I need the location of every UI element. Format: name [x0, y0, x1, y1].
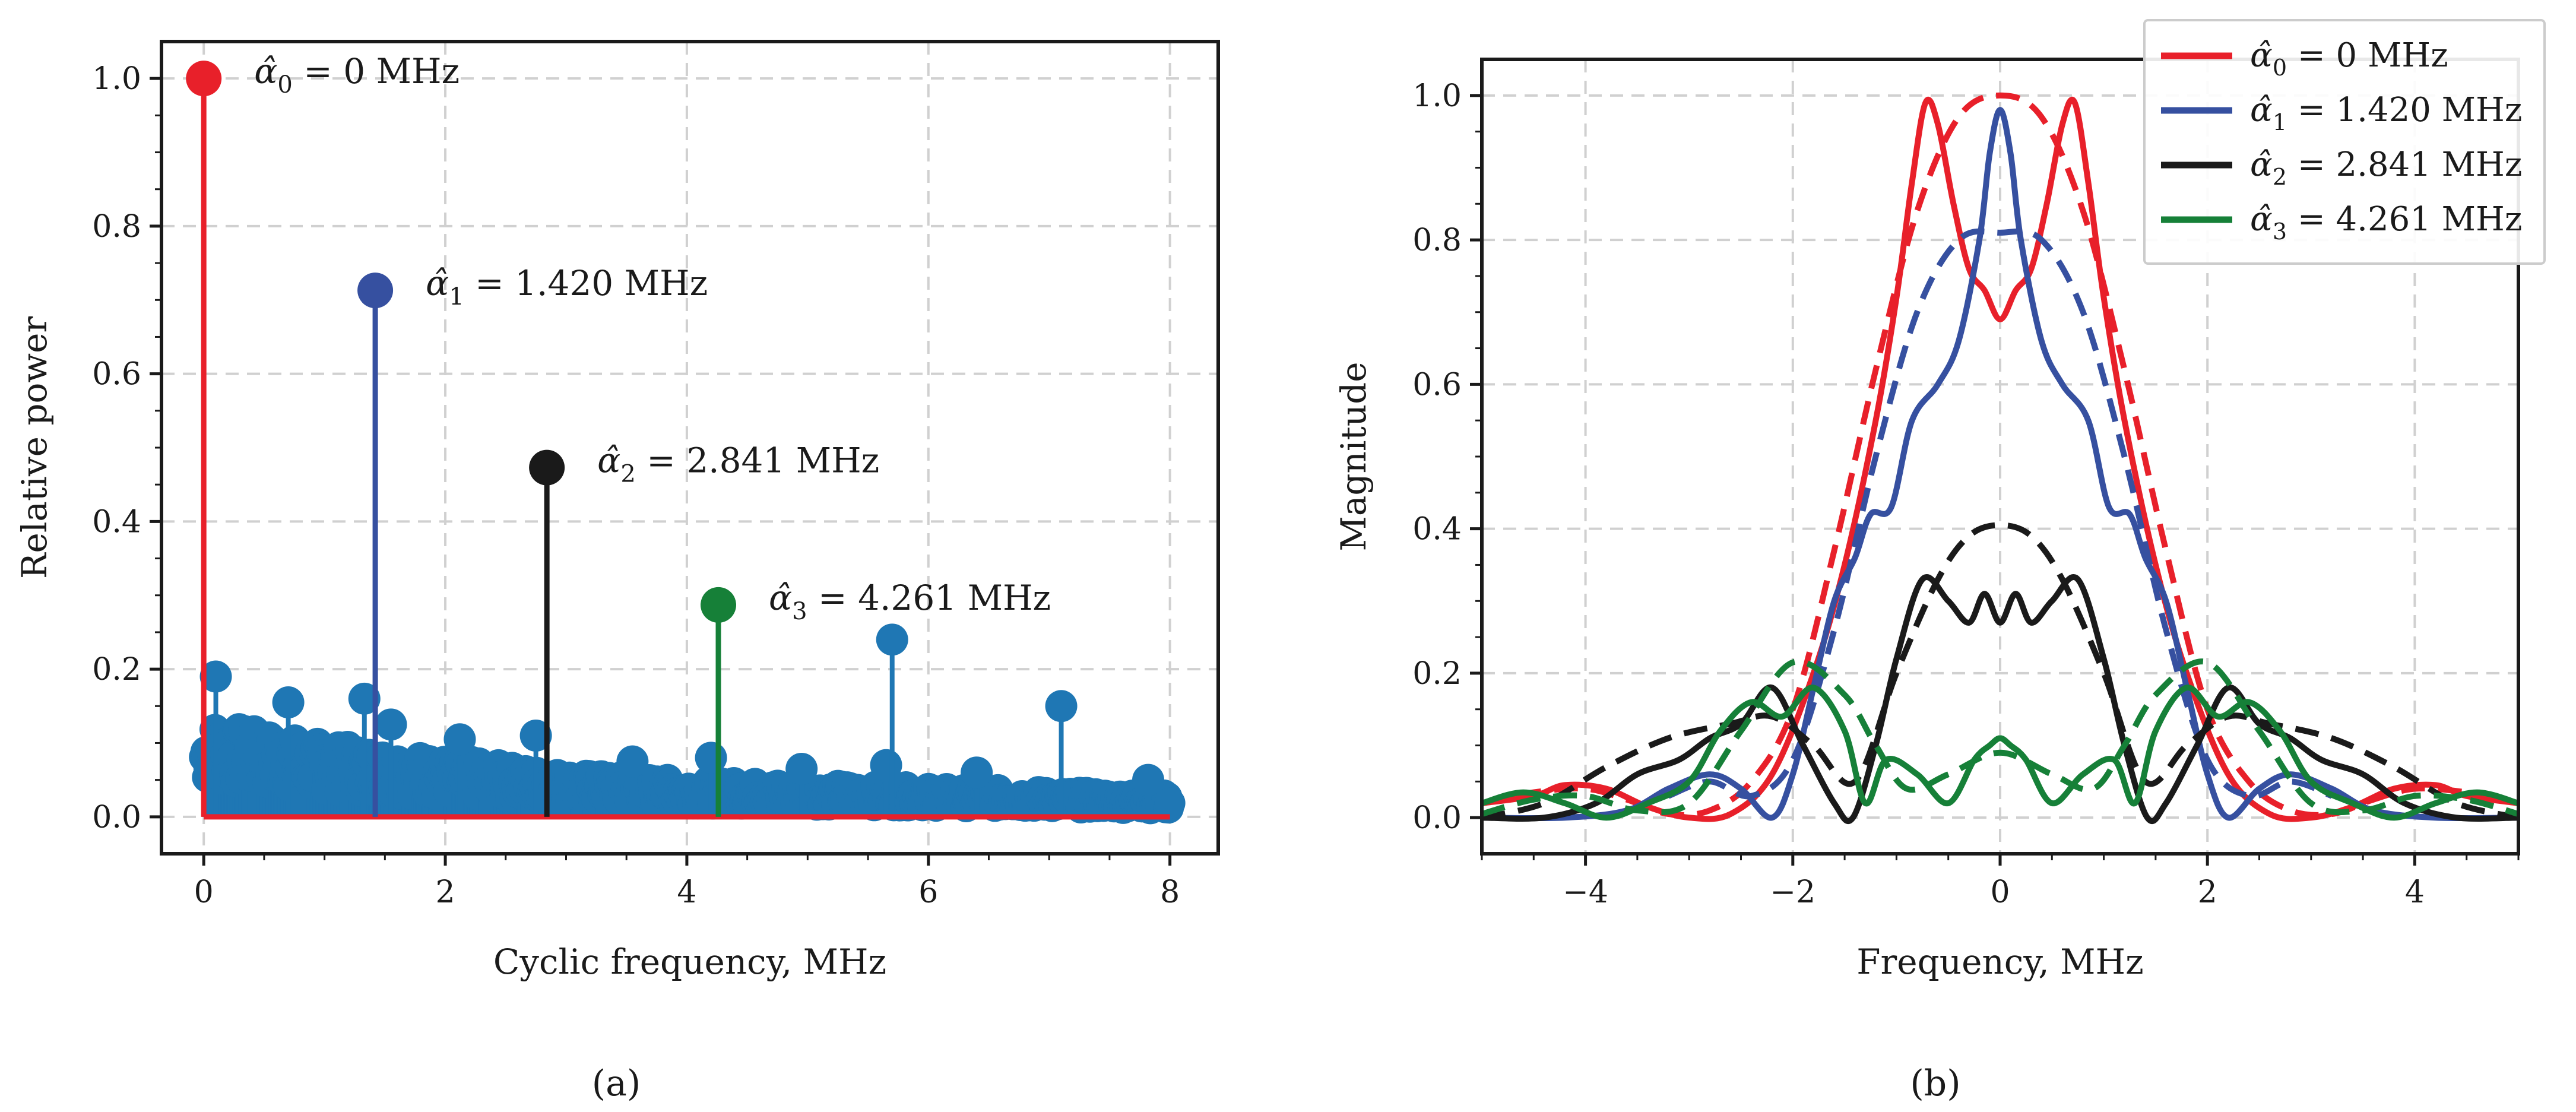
alpha-2-annotation: α̂2 = 2.841 MHz: [597, 441, 879, 488]
background-stem-marker: [1154, 787, 1186, 819]
background-stems: [189, 713, 1186, 825]
panel-a-x-tick-label: 8: [1160, 875, 1180, 910]
series-3-solid-line: [1482, 107, 2518, 822]
series-7-solid-line: [1482, 685, 2518, 821]
alpha-subscript: 3: [792, 598, 807, 625]
panel-a-x-tick-label: 6: [918, 875, 938, 910]
panel-a-x-axis-label: Cyclic frequency, MHz: [493, 942, 886, 982]
panel-b-x-tick-label: −4: [1563, 875, 1608, 910]
background-peak-marker: [785, 752, 818, 785]
panel-a-plot-area: [186, 61, 1186, 825]
panel-b-x-tick-label: 2: [2198, 875, 2217, 910]
background-peak-marker: [695, 742, 727, 774]
background-peak-marker: [272, 686, 305, 719]
background-peak-marker: [1132, 763, 1165, 796]
panel-a-y-tick-label: 0.0: [92, 800, 141, 835]
panel-b-x-tick-label: −2: [1770, 875, 1815, 910]
alpha-symbol: α̂: [769, 578, 792, 618]
legend-alpha-subscript: 0: [2273, 55, 2287, 81]
background-peak-marker: [1045, 690, 1078, 723]
alpha-value: = 4.261 MHz: [807, 578, 1051, 618]
panel-b-y-tick-label: 1.0: [1412, 78, 1462, 114]
panel-a-y-tick-label: 1.0: [92, 61, 141, 97]
panel-a-y-tick-label: 0.6: [92, 357, 141, 392]
background-peak-marker: [519, 720, 552, 752]
background-peak-marker: [961, 756, 993, 789]
background-peak-marker: [375, 708, 407, 741]
alpha-2-marker: [529, 449, 565, 486]
alpha-symbol: α̂: [597, 441, 620, 481]
panel-a-y-tick-label: 0.2: [92, 652, 141, 688]
legend-alpha-symbol: α̂: [2250, 36, 2273, 75]
panel-b-y-tick-label: 0.4: [1412, 512, 1462, 547]
panel-a-y-tick-label: 0.4: [92, 504, 141, 540]
panel-b-x-tick-label: 4: [2405, 875, 2425, 910]
panel-a-x-tick-label: 2: [436, 875, 455, 910]
series-2-dashed-line: [1482, 92, 2518, 818]
panel-b-y-axis-label: Magnitude: [1333, 362, 1374, 551]
legend-alpha-symbol: α̂: [2250, 200, 2273, 239]
series-4-dashed-line: [1667, 228, 2333, 800]
alpha-0-annotation: α̂0 = 0 MHz: [254, 51, 460, 99]
alpha-3-marker: [701, 587, 737, 623]
legend-alpha-subscript: 2: [2273, 164, 2287, 190]
background-peak-marker: [199, 660, 232, 693]
background-peak-marker: [876, 623, 908, 656]
panel-a-y-axis-label: Relative power: [14, 316, 55, 579]
alpha-symbol: α̂: [254, 51, 277, 91]
background-peak-marker: [870, 749, 902, 781]
background-peak-marker: [348, 682, 381, 715]
panel-a-axes: 0 2 4 6 8 0.0 0.2 0.4 0.6 0.8 1.0: [92, 61, 1180, 910]
legend-alpha-value: = 1.420 MHz: [2287, 91, 2522, 129]
alpha-value: = 2.841 MHz: [636, 441, 879, 481]
legend-alpha-subscript: 1: [2273, 109, 2287, 135]
panel-b-y-tick-label: 0.0: [1412, 800, 1462, 836]
panel-b-x-axis-label: Frequency, MHz: [1856, 942, 2143, 982]
legend-box: [2143, 19, 2546, 265]
panel-a-y-tick-label: 0.8: [92, 209, 141, 245]
panel-a-x-tick-label: 0: [194, 875, 214, 910]
alpha-value: = 0 MHz: [293, 51, 460, 91]
panel-b-axes: −4 −2 0 2 4 0.0 0.2 0.4 0.6 0.8 1.0: [1412, 78, 2520, 910]
panel-a-grid: [161, 42, 1218, 854]
panel-b-chart: −4 −2 0 2 40.00.20.40.60.81.0 α̂0 = 0 MHzα̂1…: [1333, 19, 2546, 1104]
alpha-3-annotation: α̂3 = 4.261 MHz: [769, 578, 1051, 625]
alpha-subscript: 0: [277, 71, 292, 99]
alpha-symbol: α̂: [426, 263, 449, 303]
alpha-value: = 1.420 MHz: [464, 263, 708, 303]
legend-alpha-symbol: α̂: [2250, 145, 2273, 184]
series-1-solid-line: [1482, 96, 2518, 822]
background-peak-marker: [616, 745, 649, 778]
panel-b-label: (b): [1910, 1063, 1960, 1104]
panel-b-x-tick-label: 0: [1990, 875, 2010, 910]
panel-b-y-tick-label: 0.2: [1412, 656, 1462, 692]
legend-entry: α̂2 = 2.841 MHz: [2250, 145, 2522, 190]
alpha-0-marker: [186, 61, 222, 97]
legend-alpha-value: = 4.261 MHz: [2287, 200, 2522, 239]
panel-b-plot-area: [1482, 92, 2518, 824]
series-5-solid-line: [1482, 574, 2518, 824]
alpha-1-annotation: α̂1 = 1.420 MHz: [426, 263, 708, 311]
alpha-subscript: 1: [449, 283, 464, 311]
legend-entry: α̂3 = 4.261 MHz: [2250, 200, 2522, 245]
panel-b-y-tick-label: 0.8: [1412, 223, 1462, 258]
legend-alpha-value: = 0 MHz: [2287, 36, 2448, 75]
legend-alpha-subscript: 3: [2273, 218, 2287, 245]
background-peak-marker: [443, 723, 476, 756]
panel-a-label: (a): [592, 1063, 641, 1104]
legend-entry: α̂0 = 0 MHz: [2250, 36, 2448, 81]
legend-entry: α̂1 = 1.420 MHz: [2250, 91, 2522, 135]
series-8-dashed-line: [1482, 658, 2518, 817]
legend-alpha-value: = 2.841 MHz: [2287, 145, 2522, 184]
alpha-subscript: 2: [620, 461, 635, 488]
legend-alpha-symbol: α̂: [2250, 91, 2273, 129]
alpha-1-marker: [357, 273, 394, 309]
panel-b-y-tick-label: 0.6: [1412, 367, 1462, 403]
panel-a-x-tick-label: 4: [677, 875, 696, 910]
